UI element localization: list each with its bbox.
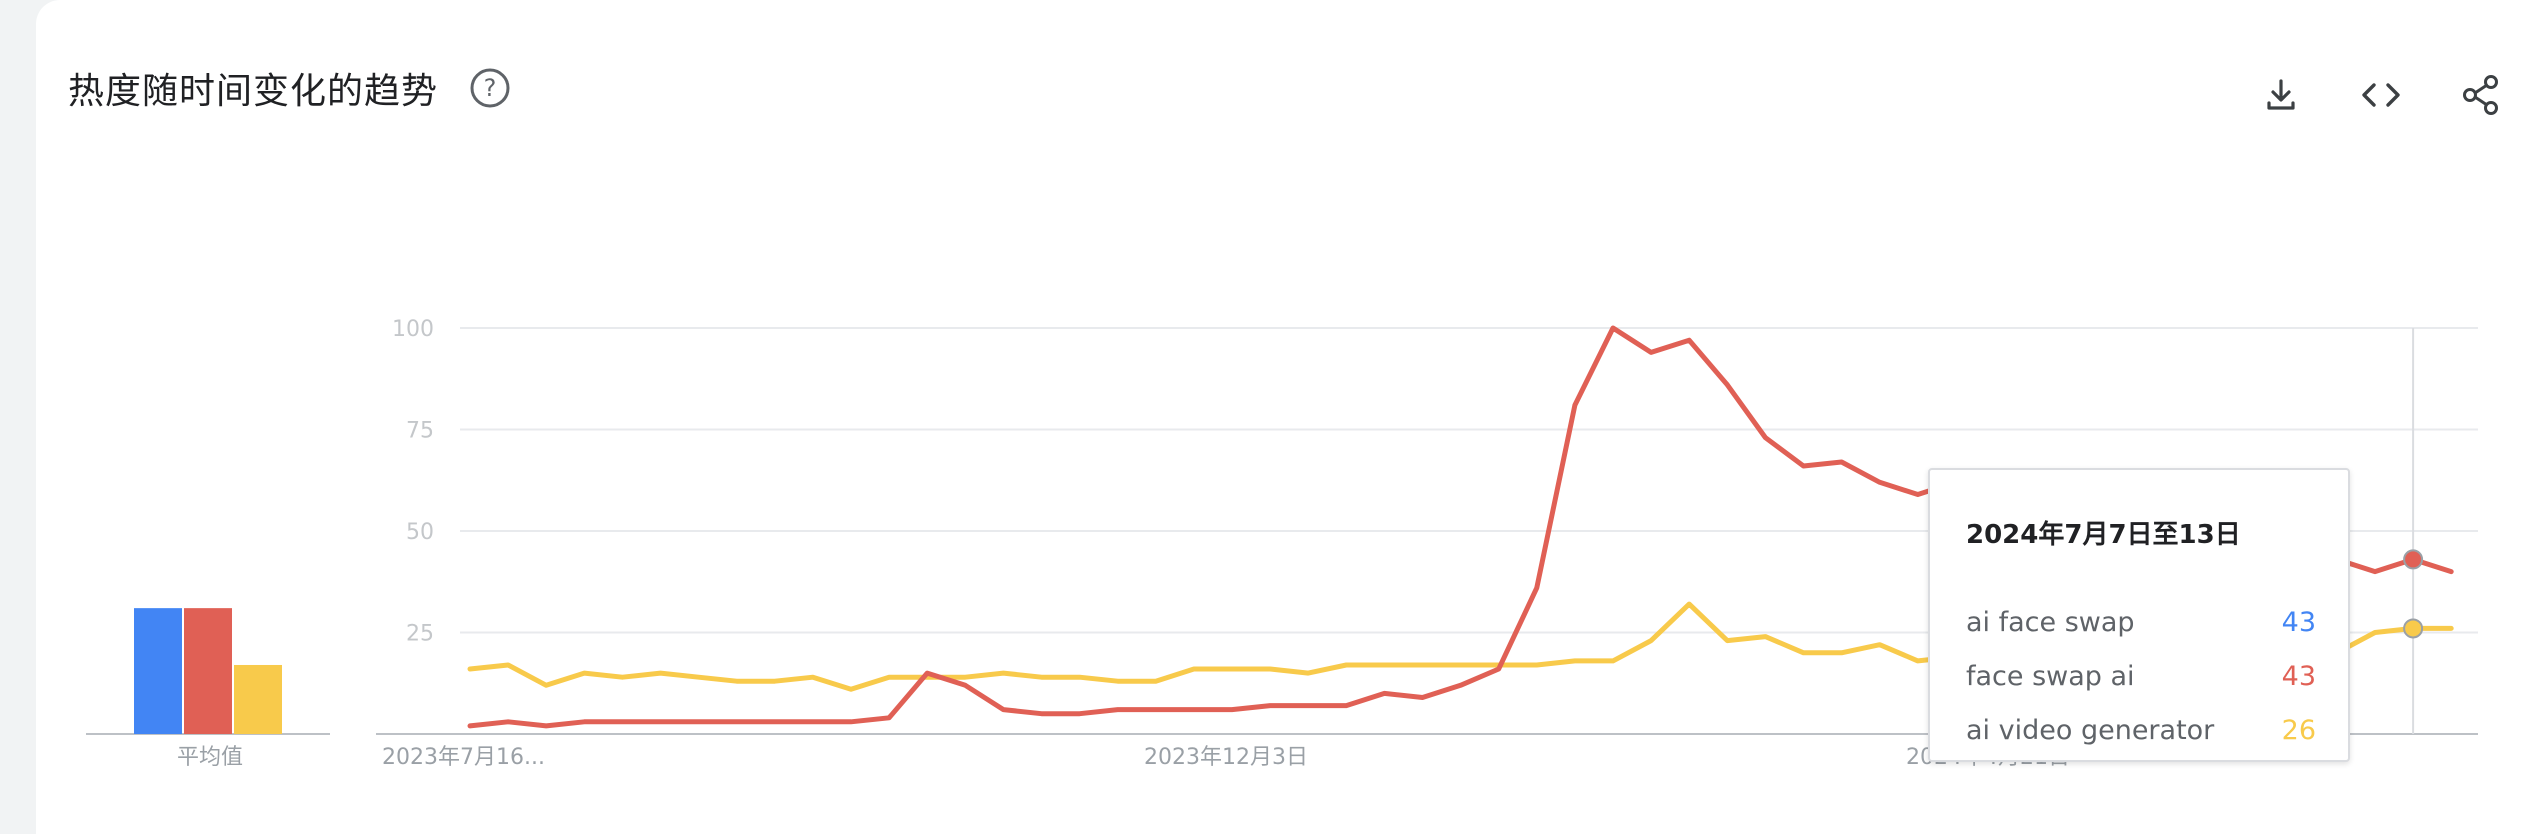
tooltip-date: 2024年7月7日至13日 <box>1966 520 2241 550</box>
y-tick-label: 50 <box>406 520 434 545</box>
share-button[interactable] <box>2458 72 2504 118</box>
hover-point <box>2403 618 2424 639</box>
x-tick-labels: 2023年7月16...2023年12月3日2024年4月21日 <box>382 745 2070 770</box>
average-bars <box>134 608 282 734</box>
tooltip-row-value: 26 <box>2281 714 2316 746</box>
svg-text:?: ? <box>484 74 497 102</box>
tooltip-row-label: ai face swap <box>1966 606 2135 638</box>
y-tick-label: 75 <box>406 419 434 444</box>
x-tick-label: 2023年7月16... <box>382 745 545 770</box>
x-tick-label: 2023年12月3日 <box>1144 745 1308 770</box>
hover-point <box>2403 549 2424 570</box>
average-bar <box>234 664 282 734</box>
title-row: 热度随时间变化的趋势 ? <box>68 62 512 114</box>
tooltip-row-value: 43 <box>2281 606 2316 638</box>
average-label: 平均值 <box>177 745 243 770</box>
download-button[interactable] <box>2258 72 2304 118</box>
tooltip-row: face swap ai 43 <box>1966 656 2316 696</box>
help-circle-icon[interactable]: ? <box>468 66 512 110</box>
share-icon <box>2463 75 2498 115</box>
hover-points <box>2403 549 2424 639</box>
download-icon <box>2267 79 2295 110</box>
chart-actions <box>2258 72 2504 118</box>
y-tick-labels: 25 50 75 100 <box>392 317 434 647</box>
tooltip-row-value: 43 <box>2281 660 2316 692</box>
y-tick-label: 25 <box>406 622 434 647</box>
tooltip-row-label: ai video generator <box>1966 714 2215 746</box>
chart-title: 热度随时间变化的趋势 <box>68 71 439 112</box>
y-tick-label: 100 <box>392 317 434 342</box>
average-bar <box>134 608 182 734</box>
tooltip-row: ai video generator 26 <box>1966 710 2316 750</box>
embed-button[interactable] <box>2358 72 2404 118</box>
tooltip-row: ai face swap 43 <box>1966 602 2316 642</box>
tooltip-row-label: face swap ai <box>1966 660 2135 692</box>
average-bar <box>184 608 232 734</box>
code-icon <box>2362 83 2400 107</box>
tooltip: 2024年7月7日至13日 ai face swap 43 face swap … <box>1928 468 2350 762</box>
